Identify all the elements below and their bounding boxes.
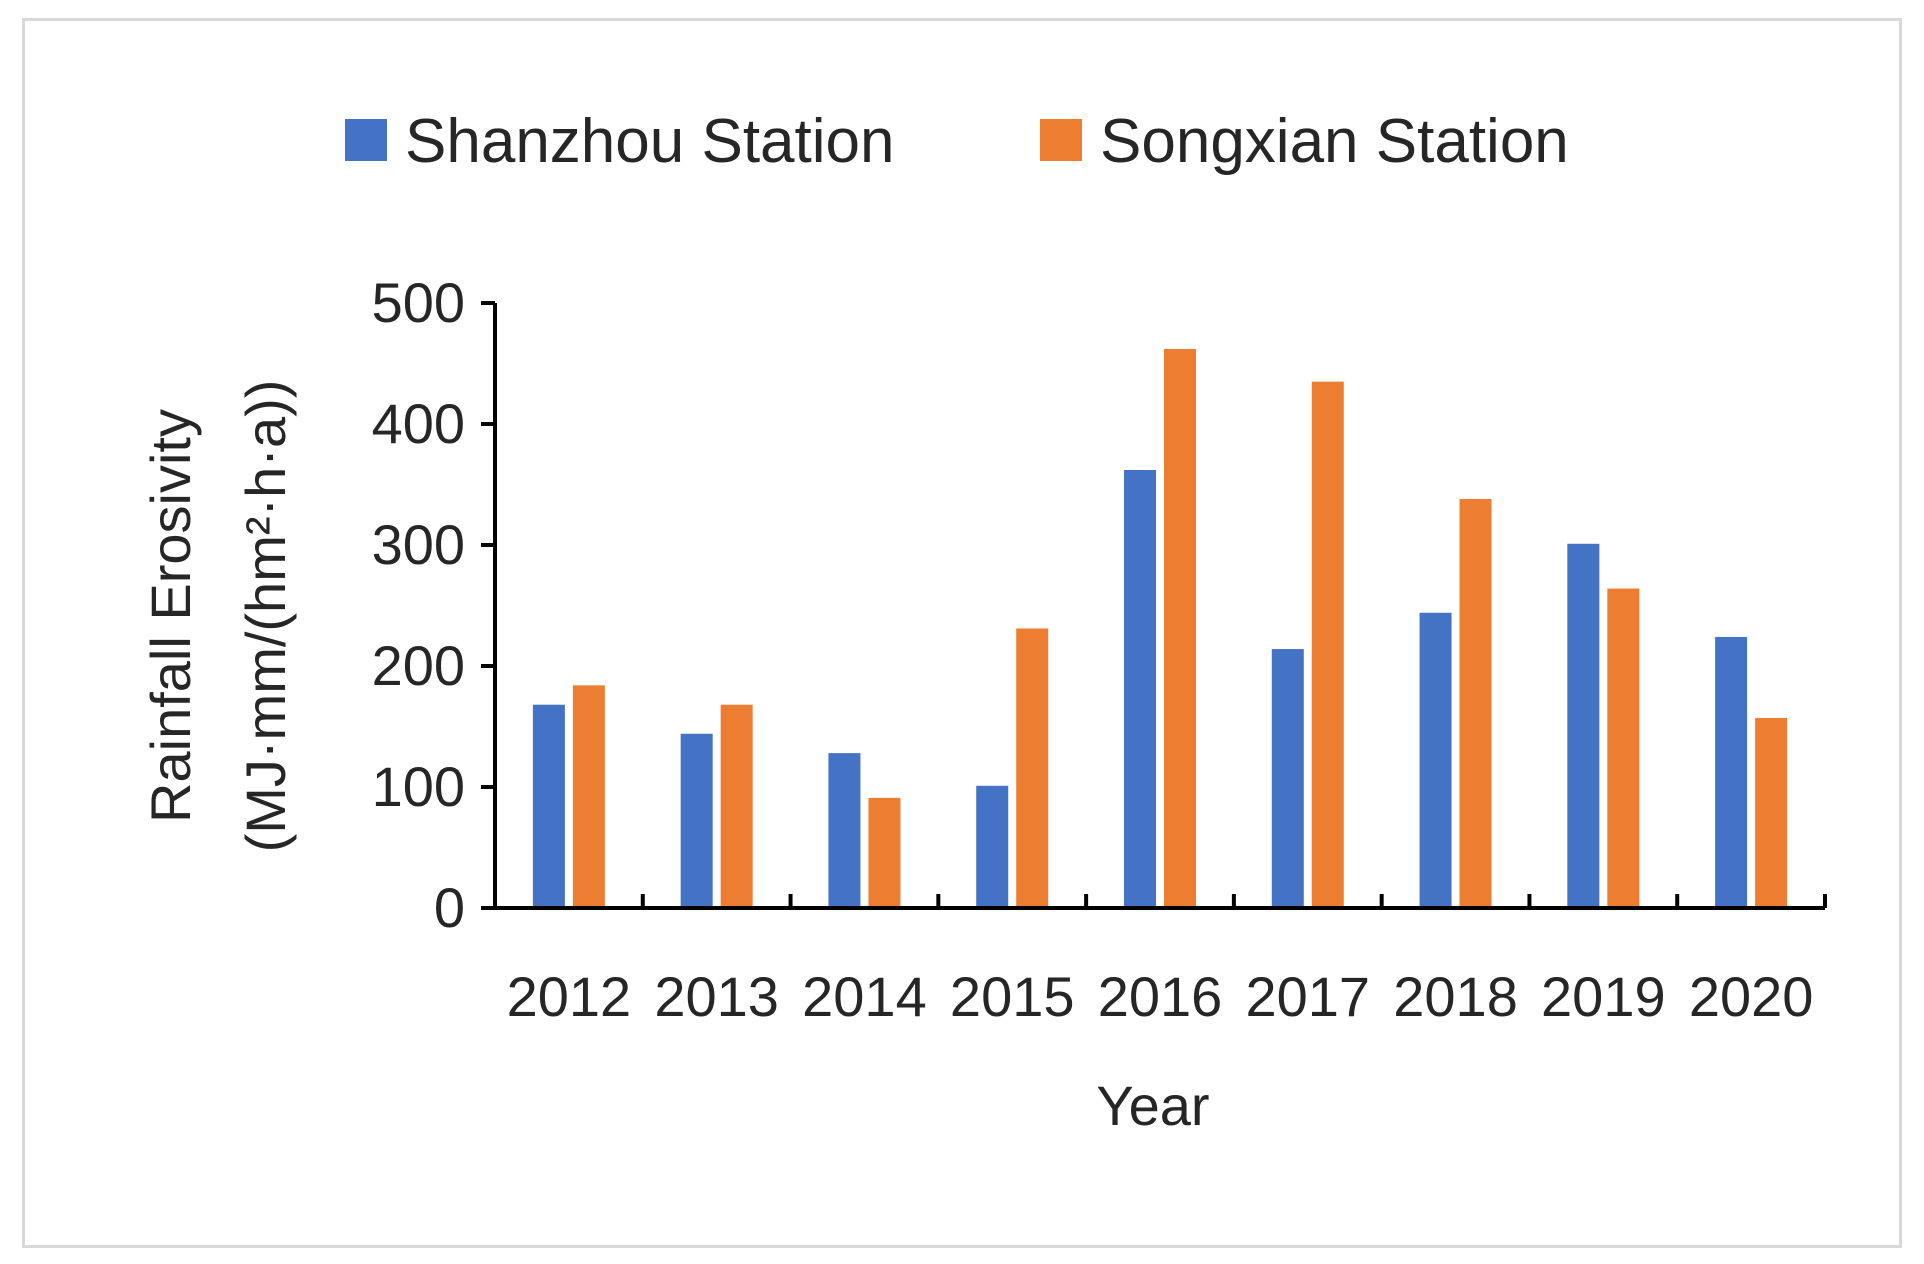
bar-2017-series-0: [1271, 649, 1304, 908]
y-tick-labels: 0 100 200 300 400 500: [372, 271, 465, 939]
bar-2016-series-1: [1164, 348, 1196, 909]
y-axis-title: Rainfall Erosivity (MJ·mm/(hm²·h·a)): [139, 380, 297, 853]
y-tick-label-300: 300: [372, 513, 465, 576]
bar-2014-series-0: [828, 753, 861, 908]
legend-item-series-0: Shanzhou Station: [345, 107, 895, 176]
bar-2018-series-1: [1459, 499, 1492, 908]
bar-2013-series-1: [720, 704, 753, 908]
x-tick-label-2019: 2019: [1541, 965, 1666, 1028]
x-tick-labels: 2012 2013 2014 2015 2016 2017 2018 2019 2020: [507, 965, 1814, 1028]
x-tick-label-2015: 2015: [950, 965, 1075, 1028]
bars-group: [532, 348, 1788, 909]
bar-2020-series-1: [1755, 718, 1788, 908]
y-tick-label-100: 100: [372, 755, 465, 818]
legend-label-series-1: Songxian Station: [1100, 107, 1569, 176]
bar-2014-series-1: [868, 797, 901, 908]
bar-2013-series-0: [680, 733, 713, 908]
x-tick-label-2012: 2012: [507, 965, 632, 1028]
y-tick-label-0: 0: [434, 876, 465, 939]
bar-2019-series-1: [1607, 588, 1640, 908]
legend-label-series-0: Shanzhou Station: [405, 107, 895, 176]
x-axis-title: Year: [1096, 1074, 1209, 1137]
x-tick-label-2020: 2020: [1689, 965, 1814, 1028]
x-tick-label-2017: 2017: [1245, 965, 1370, 1028]
bar-2018-series-0: [1419, 612, 1452, 908]
y-tick-label-500: 500: [372, 271, 465, 334]
axes-group: [481, 301, 1827, 910]
bar-2020-series-0: [1715, 636, 1748, 908]
x-tick-label-2013: 2013: [654, 965, 779, 1028]
bar-2016-series-0: [1124, 469, 1156, 908]
bar-2012-series-0: [532, 704, 565, 908]
y-tick-label-400: 400: [372, 392, 465, 455]
bar-2012-series-1: [572, 685, 605, 908]
legend-swatch-series-0: [345, 119, 387, 161]
legend-item-series-1: Songxian Station: [1040, 107, 1569, 176]
x-tick-label-2014: 2014: [802, 965, 927, 1028]
bar-2015-series-1: [1016, 628, 1049, 908]
y-tick-label-200: 200: [372, 634, 465, 697]
y-axis-title-line-2: (MJ·mm/(hm²·h·a)): [234, 380, 297, 853]
legend-swatch-series-1: [1040, 119, 1082, 161]
bar-2015-series-0: [976, 785, 1009, 908]
y-axis-title-line-1: Rainfall Erosivity: [139, 409, 202, 823]
legend: Shanzhou Station Songxian Station: [345, 107, 1569, 176]
bar-2017-series-1: [1311, 381, 1344, 908]
x-tick-label-2016: 2016: [1098, 965, 1223, 1028]
bar-2019-series-0: [1567, 543, 1600, 908]
x-tick-label-2018: 2018: [1393, 965, 1518, 1028]
